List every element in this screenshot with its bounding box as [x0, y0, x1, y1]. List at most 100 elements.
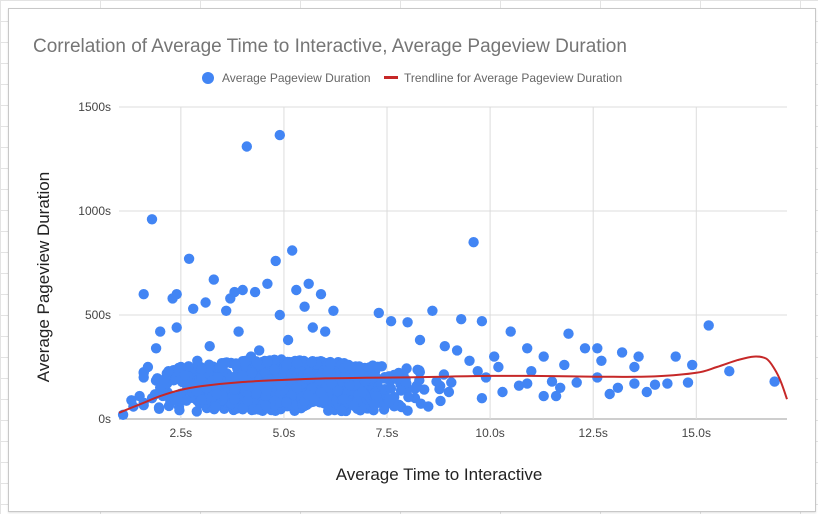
- data-point: [274, 309, 285, 321]
- data-point: [629, 378, 640, 389]
- data-point: [423, 401, 434, 412]
- y-axis-title: Average Pageview Duration: [34, 172, 53, 382]
- data-point: [372, 361, 383, 372]
- data-point: [439, 341, 450, 352]
- data-point: [196, 394, 207, 405]
- data-point: [181, 395, 192, 406]
- data-point: [596, 355, 607, 366]
- data-point: [338, 394, 350, 405]
- data-point: [204, 341, 215, 352]
- data-point: [427, 305, 438, 316]
- data-point: [303, 389, 314, 401]
- y-tick-label: 0s: [98, 412, 111, 426]
- data-point: [563, 328, 574, 339]
- data-point: [571, 377, 582, 388]
- data-point: [493, 361, 504, 373]
- chart-card: Correlation of Average Time to Interacti…: [8, 8, 816, 512]
- data-point: [343, 359, 354, 371]
- legend: Average Pageview Duration Trendline for …: [202, 71, 622, 85]
- data-point: [153, 402, 165, 413]
- data-point: [192, 355, 203, 366]
- data-point: [299, 301, 310, 312]
- data-point: [641, 386, 652, 398]
- data-point: [476, 393, 488, 404]
- data-point: [163, 366, 174, 377]
- data-point: [526, 366, 537, 377]
- data-point: [431, 376, 442, 387]
- data-point: [435, 395, 446, 407]
- x-tick-label: 5.0s: [273, 426, 296, 440]
- data-point: [670, 351, 681, 362]
- data-point: [282, 334, 294, 346]
- data-point: [385, 383, 397, 394]
- data-point: [385, 316, 397, 327]
- x-tick-label: 12.5s: [579, 426, 608, 440]
- chart-title: Correlation of Average Time to Interacti…: [33, 36, 627, 57]
- data-point: [579, 343, 591, 354]
- data-point: [402, 405, 413, 416]
- data-point: [322, 367, 333, 378]
- data-point: [326, 378, 337, 389]
- data-point: [604, 388, 615, 400]
- data-point: [522, 343, 533, 354]
- data-point: [262, 278, 273, 289]
- data-point: [393, 367, 404, 379]
- data-point: [401, 363, 412, 374]
- data-point: [212, 372, 224, 383]
- data-point: [538, 351, 549, 362]
- data-point: [233, 326, 244, 337]
- legend-label-points: Average Pageview Duration: [222, 71, 371, 85]
- data-point: [138, 289, 149, 300]
- data-point: [171, 289, 182, 300]
- data-point: [183, 253, 195, 264]
- data-point: [315, 387, 327, 398]
- data-point: [468, 237, 479, 248]
- data-point: [370, 391, 382, 402]
- data-point: [303, 278, 314, 289]
- data-point: [400, 377, 412, 389]
- data-point: [480, 372, 492, 383]
- data-point: [246, 367, 258, 378]
- data-point: [383, 396, 395, 407]
- data-point: [476, 316, 488, 327]
- data-point: [332, 385, 343, 397]
- data-point: [538, 390, 549, 402]
- data-point: [179, 370, 191, 381]
- data-point: [208, 274, 219, 285]
- data-point: [211, 389, 223, 400]
- data-point: [242, 395, 253, 406]
- data-point: [216, 361, 228, 373]
- data-point: [357, 386, 368, 398]
- data-point: [443, 386, 455, 398]
- data-point: [251, 388, 262, 399]
- data-point: [260, 400, 272, 411]
- data-point: [546, 376, 558, 387]
- data-point: [505, 326, 516, 337]
- axes: 0s 500s 1000s 1500s 2.5s 5.0s 7.5s 10.0s 12.5s 15…: [78, 100, 711, 440]
- data-point: [237, 370, 248, 381]
- data-point: [414, 334, 426, 346]
- data-point: [261, 385, 272, 396]
- data-point: [270, 255, 281, 267]
- data-point: [555, 382, 566, 393]
- data-point: [254, 345, 265, 356]
- data-point: [325, 358, 336, 369]
- data-point: [262, 356, 273, 367]
- data-point: [245, 351, 257, 362]
- data-point: [323, 405, 334, 416]
- legend-label-trendline: Trendline for Average Pageview Duration: [404, 71, 622, 85]
- data-point: [200, 297, 211, 308]
- data-point: [306, 356, 317, 368]
- scatter-chart: Correlation of Average Time to Interacti…: [33, 36, 788, 484]
- data-point: [629, 361, 640, 373]
- data-point: [150, 343, 162, 354]
- data-point: [281, 397, 292, 408]
- data-point: [230, 359, 242, 371]
- data-point: [138, 372, 149, 383]
- data-point: [395, 385, 407, 396]
- y-tick-label: 1000s: [78, 204, 111, 218]
- data-point: [237, 284, 248, 296]
- data-point: [171, 322, 182, 333]
- data-point: [229, 383, 241, 395]
- data-point: [159, 374, 170, 385]
